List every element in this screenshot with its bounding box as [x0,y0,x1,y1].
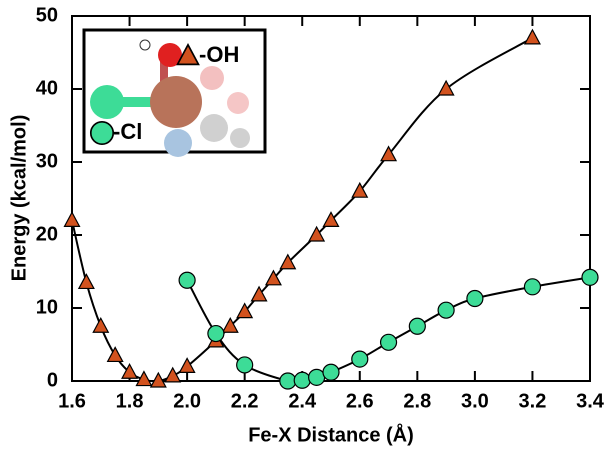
y-tick-label: 0 [47,369,58,391]
marker [523,278,542,296]
atom [230,128,250,148]
marker [408,317,426,335]
x-tick-label: 2.2 [231,390,259,412]
x-tick-label: 2.4 [288,390,317,412]
marker [279,372,297,390]
x-axis-label: Fe-X Distance (Å) [248,422,414,446]
marker [523,28,541,45]
y-tick-label: 30 [36,150,58,172]
marker [178,357,196,373]
marker [178,271,196,289]
marker [92,316,110,333]
x-tick-label: 1.6 [58,390,86,412]
x-tick-label: 3.4 [576,390,605,412]
legend-label: -OH [199,42,239,67]
marker [89,120,115,146]
atom [158,43,182,67]
marker [63,211,81,227]
x-tick-label: 2.6 [346,390,374,412]
x-tick-label: 2.8 [403,390,431,412]
marker [466,289,484,308]
marker [106,346,124,363]
marker [221,316,239,333]
legend-label: -Cl [113,119,142,144]
x-tick-label: 2.0 [173,390,201,412]
x-tick-label: 3.0 [461,390,489,412]
marker [322,211,340,227]
marker [176,43,200,66]
marker [77,273,95,290]
marker [437,79,455,96]
marker [164,366,182,383]
marker [293,371,311,389]
marker [279,253,297,270]
marker [308,368,326,386]
atom [139,39,151,51]
marker [135,370,153,387]
atom [200,114,228,142]
inset: -OH -Cl [82,28,267,157]
y-tick-label: 20 [36,223,58,245]
marker [121,362,139,379]
marker [351,181,369,198]
marker [351,350,369,368]
marker [379,333,398,351]
y-axis-label: Energy (kcal/mol) [8,115,30,282]
x-tick-label: 3.2 [519,390,547,412]
marker [581,268,599,286]
marker [149,371,167,388]
x-tick-label: 1.8 [116,390,144,412]
marker [437,301,455,319]
y-tick-label: 50 [36,4,58,26]
bond [115,97,155,107]
marker [308,225,326,242]
marker [236,302,254,319]
y-tick-label: 40 [36,77,58,99]
marker [264,269,282,286]
plot-frame [71,15,591,382]
atom [200,66,224,90]
atom [227,92,249,114]
atom [164,129,192,157]
y-tick-label: 10 [36,296,58,318]
marker [236,356,254,374]
marker [250,285,268,302]
marker [322,363,340,381]
atom [150,76,202,128]
atom [90,85,124,119]
marker [207,324,225,343]
marker [380,145,398,162]
